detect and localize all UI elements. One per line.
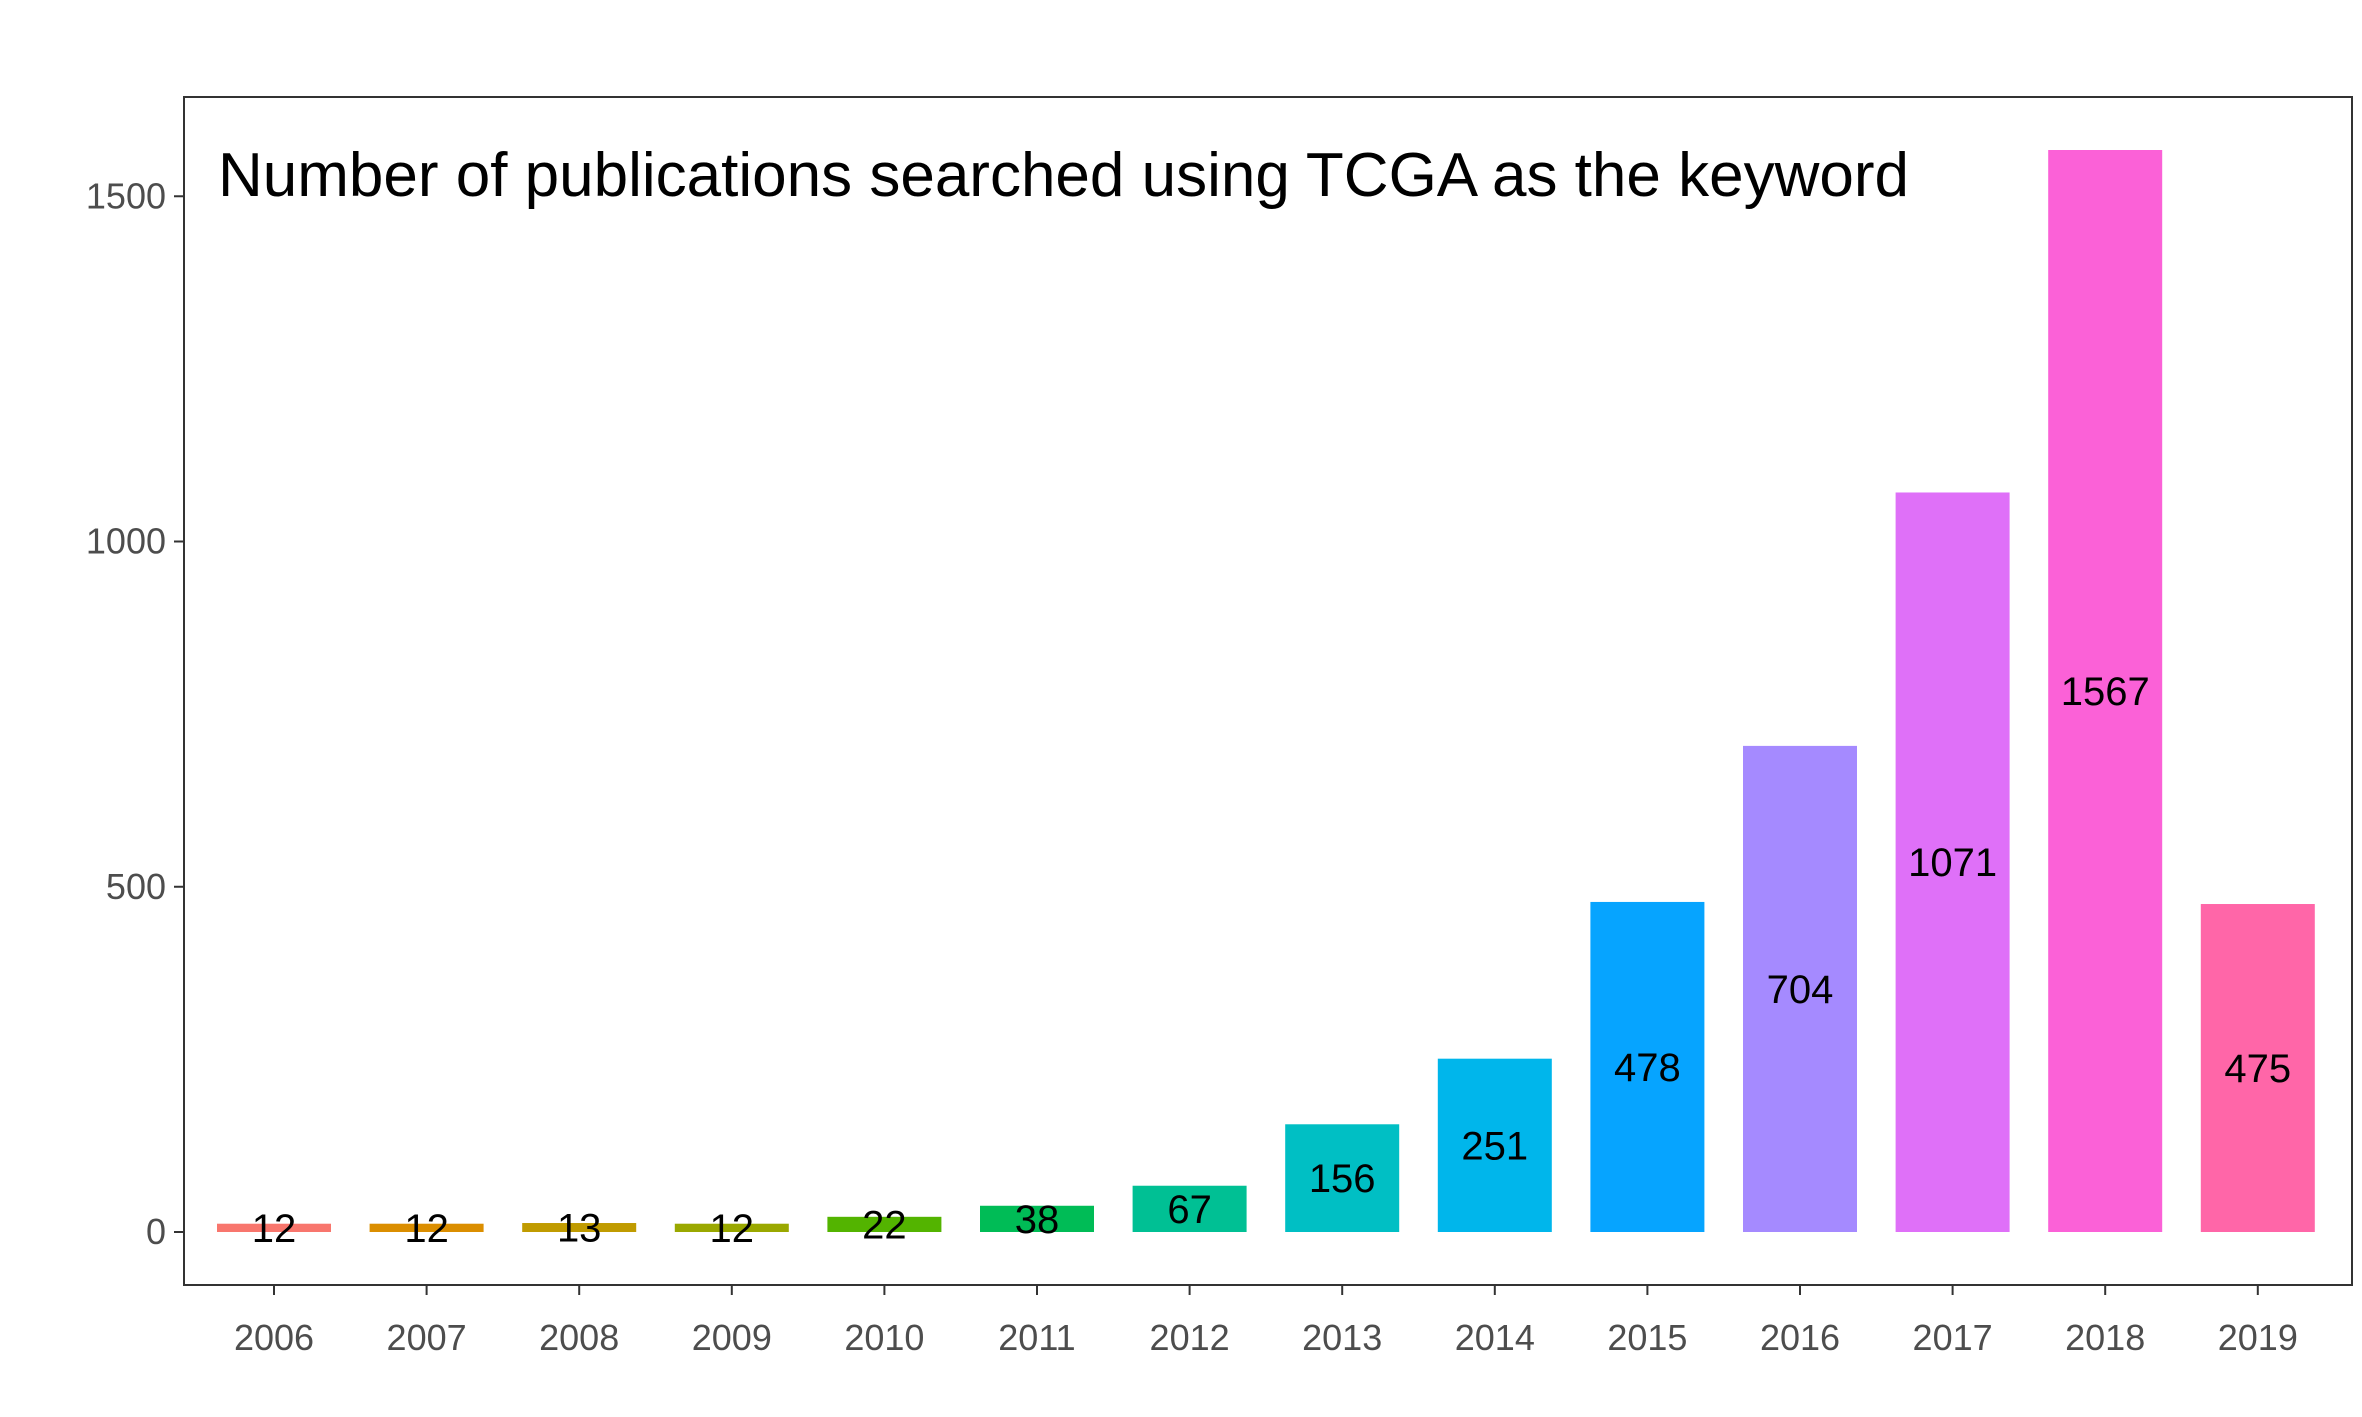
- x-tick-label: 2015: [1607, 1317, 1687, 1358]
- bar-value-label: 67: [1167, 1188, 1212, 1232]
- bar-2018: [2048, 150, 2163, 1232]
- bar-labels: 12 12 13 12 22 38 67 156 251 478 704 1071 1567 475: [252, 670, 2291, 1251]
- bar-2014: [1437, 1058, 1552, 1232]
- bar-value-label: 475: [2224, 1047, 2291, 1091]
- bar-2009: [674, 1223, 789, 1232]
- y-tick-label: 0: [146, 1211, 166, 1252]
- bar-2017: [1895, 492, 2010, 1232]
- y-axis: 0 500 1000 1500: [86, 175, 184, 1252]
- bar-value-label: 1071: [1908, 841, 1997, 885]
- bar-value-label: 1567: [2061, 670, 2150, 714]
- x-axis: 2006 2007 2008 2009 2010 2011 2012 2013 2014 2015…: [234, 1285, 2298, 1358]
- bars: [217, 150, 2315, 1232]
- x-tick-label: 2018: [2065, 1317, 2145, 1358]
- y-tick-label: 500: [106, 866, 166, 907]
- bar-value-label: 13: [557, 1207, 602, 1251]
- chart-title: Number of publications searched using TC…: [218, 141, 1909, 210]
- bar-value-label: 38: [1015, 1198, 1060, 1242]
- x-tick-label: 2008: [539, 1317, 619, 1358]
- bar-value-label: 156: [1309, 1157, 1376, 1201]
- bar-value-label: 12: [252, 1207, 297, 1251]
- bar-value-label: 478: [1614, 1046, 1681, 1090]
- bar-2006: [217, 1223, 331, 1232]
- bar-value-label: 704: [1767, 968, 1834, 1012]
- y-tick-label: 1000: [86, 521, 166, 562]
- x-tick-label: 2009: [692, 1317, 772, 1358]
- bar-value-label: 22: [862, 1203, 907, 1247]
- plot-panel-border: [183, 96, 2353, 1286]
- x-tick-label: 2010: [844, 1317, 924, 1358]
- bar-2012: [1132, 1185, 1247, 1232]
- bar-value-label: 251: [1461, 1124, 1528, 1168]
- bar-2016: [1743, 745, 1857, 1232]
- x-tick-label: 2011: [998, 1317, 1075, 1358]
- x-tick-label: 2012: [1150, 1317, 1230, 1358]
- bar-2007: [369, 1223, 484, 1232]
- x-tick-label: 2007: [387, 1317, 467, 1358]
- y-tick-label: 1500: [86, 175, 166, 216]
- bar-2013: [1285, 1124, 1400, 1232]
- bar-2010: [827, 1216, 942, 1232]
- x-tick-label: 2013: [1302, 1317, 1382, 1358]
- x-tick-label: 2006: [234, 1317, 314, 1358]
- bar-2019: [2200, 904, 2315, 1232]
- x-tick-label: 2014: [1455, 1317, 1535, 1358]
- bar-value-label: 12: [710, 1207, 755, 1251]
- x-tick-label: 2017: [1913, 1317, 1993, 1358]
- x-tick-label: 2019: [2218, 1317, 2298, 1358]
- bar-2011: [980, 1205, 1094, 1232]
- bar-2015: [1590, 901, 1705, 1232]
- bar-value-label: 12: [404, 1207, 449, 1251]
- bar-2008: [522, 1223, 637, 1232]
- x-tick-label: 2016: [1760, 1317, 1840, 1358]
